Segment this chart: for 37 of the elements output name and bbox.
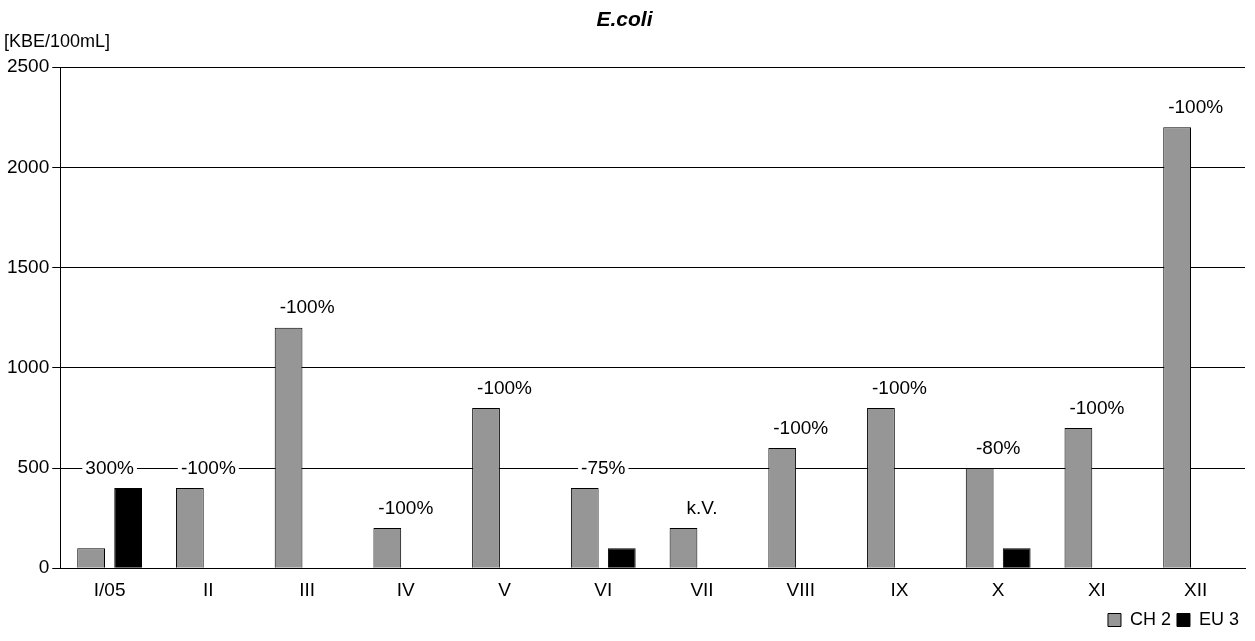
x-tick-label: I/05 — [93, 578, 126, 600]
annotation: -100% — [871, 376, 928, 398]
annotation: -100% — [1168, 96, 1224, 118]
y-tick-label: 0 — [38, 556, 50, 578]
annotation: -80% — [976, 436, 1021, 458]
x-tick-label: VI — [594, 578, 613, 600]
annotation: -100% — [279, 296, 335, 318]
annotation: -75% — [581, 456, 626, 478]
x-tick-label: VII — [690, 578, 714, 600]
y-axis-title: [KBE/100mL] — [4, 31, 111, 52]
x-tick-label: VIII — [786, 578, 815, 600]
x-tick-label: V — [498, 578, 512, 600]
annotation: -100% — [477, 376, 533, 398]
x-tick-label: IV — [396, 578, 416, 600]
bar — [114, 488, 143, 568]
bar — [1002, 548, 1031, 568]
y-tick-label: 1500 — [6, 255, 50, 277]
x-tick-label: IX — [890, 578, 909, 600]
annotation: -100% — [180, 456, 236, 478]
x-tick-label: III — [299, 578, 316, 600]
x-tick-label: XII — [1184, 578, 1208, 600]
annotation: 300% — [85, 456, 135, 478]
bar — [607, 548, 636, 568]
annotation: -100% — [773, 416, 829, 438]
y-tick-label: 2000 — [6, 155, 50, 177]
y-tick-label: 500 — [17, 456, 50, 478]
y-tick-label: 1000 — [6, 356, 50, 378]
legend-label: CH 2 — [1129, 608, 1171, 629]
y-tick-label: 2500 — [6, 55, 50, 77]
annotation: -100% — [1069, 396, 1125, 418]
annotation: -100% — [378, 496, 434, 518]
chart-title: E.coli — [596, 7, 654, 31]
x-tick-label: XI — [1087, 578, 1106, 600]
annotation: k.V. — [686, 496, 718, 518]
legend-label: EU 3 — [1198, 608, 1240, 629]
x-tick-label: II — [203, 578, 214, 600]
x-tick-label: X — [991, 578, 1005, 600]
